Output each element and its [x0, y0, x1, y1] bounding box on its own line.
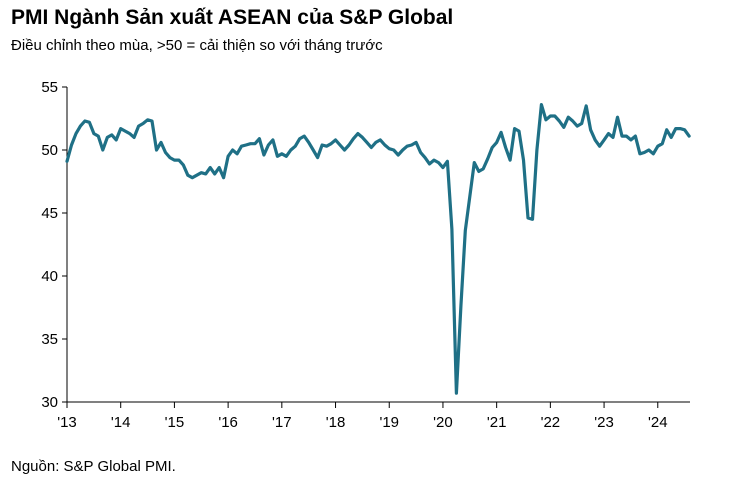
x-tick-label: '14 [111, 414, 131, 431]
y-tick-label: 40 [41, 268, 58, 285]
x-tick-label: '17 [272, 414, 292, 431]
x-tick-label: '22 [541, 414, 561, 431]
chart-title: PMI Ngành Sản xuất ASEAN của S&P Global [11, 6, 454, 29]
chart-subtitle: Điều chỉnh theo mùa, >50 = cải thiện so … [11, 37, 383, 54]
x-tick-label: '16 [218, 414, 238, 431]
y-axis: 30 35 40 45 50 55 [41, 79, 68, 411]
x-tick-label: '24 [648, 414, 668, 431]
y-tick-label: 50 [41, 142, 58, 159]
y-tick-label: 45 [41, 205, 58, 222]
x-tick-label: '18 [326, 414, 346, 431]
chart-source: Nguồn: S&P Global PMI. [11, 458, 176, 475]
x-tick-label: '20 [433, 414, 453, 431]
x-tick-label: '13 [57, 414, 77, 431]
y-tick-label: 30 [41, 394, 58, 411]
series-line [65, 102, 691, 395]
x-tick-label: '23 [594, 414, 614, 431]
x-axis: '13 '14 '15 '16 '17 '18 '19 '20 '21 '22 '23 '24 [57, 401, 690, 431]
y-tick-label: 35 [41, 331, 58, 348]
x-tick-label: '15 [165, 414, 185, 431]
x-tick-label: '19 [379, 414, 399, 431]
y-tick-label: 55 [41, 79, 58, 96]
series-layer [65, 102, 691, 395]
x-tick-label: '21 [487, 414, 507, 431]
